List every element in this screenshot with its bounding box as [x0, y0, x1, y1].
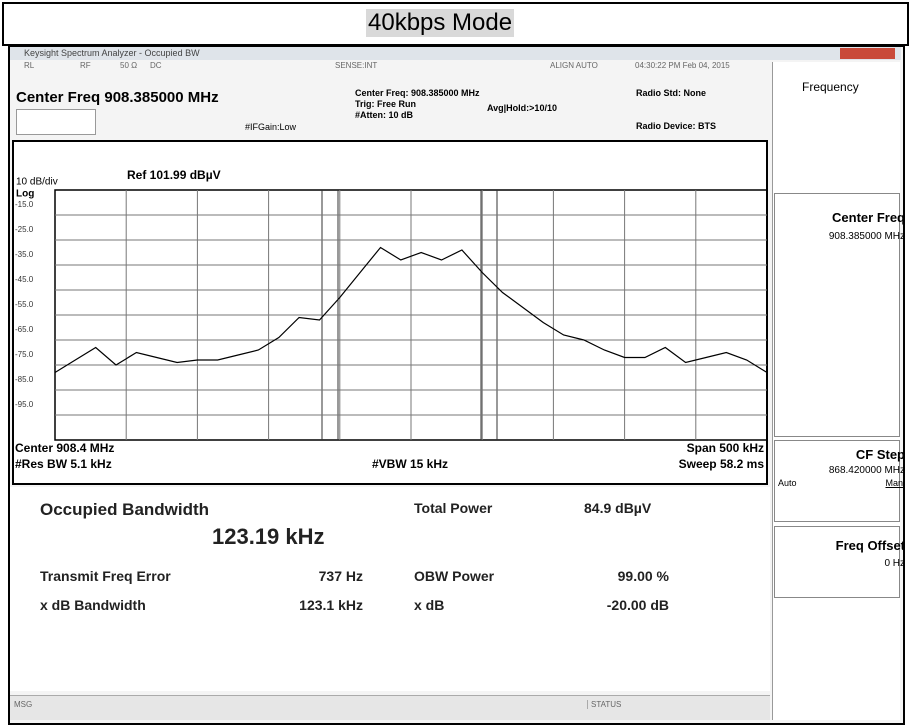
settings: Center Freq: 908.385000 MHz Trig: Free R…	[355, 88, 480, 121]
result-label: x dB	[414, 597, 445, 613]
softkey-value: 868.420000 MHz	[828, 465, 905, 476]
y-tick-label: -35.0	[15, 250, 34, 259]
axis-footer: #VBW 15 kHz	[372, 457, 448, 471]
ref-level: Ref 101.99 dBµV	[127, 168, 221, 182]
status-item: RL	[24, 61, 35, 70]
softkey-label: Center Freq	[832, 210, 905, 225]
y-tick-label: -65.0	[15, 325, 34, 334]
center-freq-title: Center Freq 908.385000 MHz	[16, 89, 219, 106]
scale: 10 dB/div	[16, 177, 58, 188]
window-title: Keysight Spectrum Analyzer - Occupied BW	[24, 48, 200, 58]
softkey[interactable]	[774, 526, 900, 598]
y-tick-label: -95.0	[15, 400, 34, 409]
results-panel	[10, 487, 770, 691]
result-label: x dB Bandwidth	[40, 597, 146, 613]
axis-footer: Center 908.4 MHz	[15, 441, 114, 455]
title-bar	[10, 47, 901, 60]
status-item: SENSE:INT	[335, 61, 378, 70]
y-tick-label: -25.0	[15, 225, 34, 234]
if-gain: #IFGain:Low	[245, 122, 297, 132]
result-label: Total Power	[414, 500, 493, 516]
status-item: 04:30:22 PM Feb 04, 2015	[635, 61, 730, 70]
result-label: OBW Power	[414, 568, 495, 584]
softkey-label: Freq Offset	[835, 538, 905, 553]
softkey[interactable]	[774, 440, 900, 522]
setting: #Atten: 10 dB	[355, 110, 414, 120]
softkey-option: Man	[885, 478, 903, 488]
axis-footer: Span 500 kHz	[687, 441, 764, 455]
result-value: 737 Hz	[318, 568, 363, 584]
trace	[54, 246, 768, 374]
status-item: RF	[80, 61, 91, 70]
avg-hold: Avg|Hold:>10/10	[487, 103, 557, 113]
result-value: 84.9 dBµV	[584, 500, 652, 516]
message-bar	[10, 695, 770, 720]
y-tick-label: -75.0	[15, 350, 34, 359]
softkey-value: 0 Hz	[884, 558, 905, 569]
radio-std: Radio Std: None	[636, 88, 706, 98]
setting: Trig: Free Run	[355, 99, 417, 109]
result-title: Occupied Bandwidth	[40, 500, 210, 519]
result-value: 99.00 %	[617, 568, 669, 584]
entry-box[interactable]	[16, 109, 96, 135]
softkey-value: 908.385000 MHz	[828, 231, 905, 242]
y-tick-label: -85.0	[15, 375, 34, 384]
status-item: 50 Ω	[120, 61, 138, 70]
axis-footer: Sweep 58.2 ms	[679, 457, 765, 471]
msg: MSG	[14, 700, 33, 709]
setting: Center Freq: 908.385000 MHz	[355, 88, 480, 98]
result-value: 123.1 kHz	[299, 597, 363, 613]
softkey-menu: Frequency	[802, 80, 859, 94]
status-item: DC	[150, 61, 162, 70]
axis-footer: #Res BW 5.1 kHz	[15, 457, 112, 471]
plot: 10 dB/div Ref 101.99 dBµV Log -15.0 -25.0…	[12, 140, 768, 485]
y-tick-label: -15.0	[15, 200, 34, 209]
softkey-panel	[772, 62, 900, 720]
status: STATUS	[587, 700, 621, 709]
window-controls[interactable]	[840, 48, 895, 59]
result-value: -20.00 dB	[606, 597, 669, 613]
radio-device: Radio Device: BTS	[636, 121, 717, 131]
log-label: Log	[16, 189, 34, 200]
softkey-option: Auto	[778, 478, 797, 488]
softkey-label: CF Step	[855, 447, 905, 462]
banner: 40kbps Mode	[366, 9, 515, 37]
y-tick-label: -45.0	[15, 275, 34, 284]
plot-frame	[12, 140, 768, 485]
result-bandwidth: 123.19 kHz	[212, 524, 325, 549]
status-bar: RL RF 50 Ω DC SENSE:INT ALIGN AUTO 04:30:22 PM…	[10, 61, 770, 72]
result-label: Transmit Freq Error	[40, 568, 171, 584]
status-item: ALIGN AUTO	[550, 61, 598, 70]
y-tick-label: -55.0	[15, 300, 34, 309]
softkey[interactable]	[774, 193, 900, 437]
